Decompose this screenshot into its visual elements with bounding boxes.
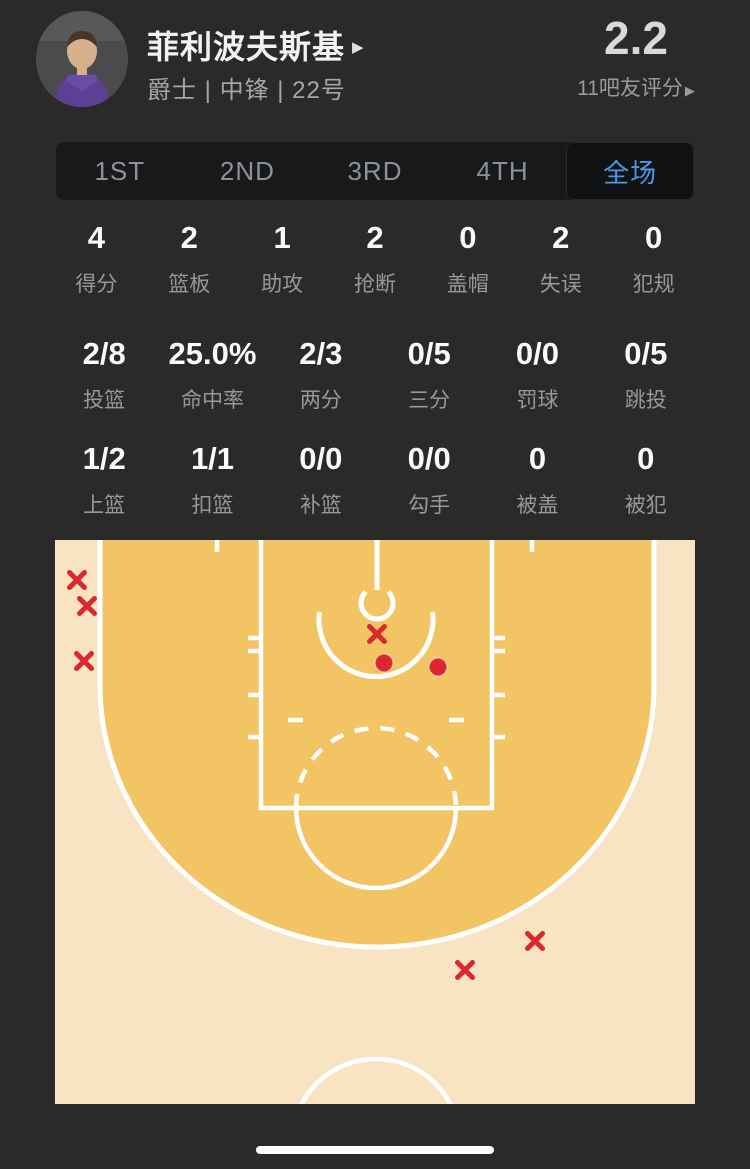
rating-caption-text: 11吧友评分: [577, 77, 683, 100]
stat-label: 篮板: [168, 273, 211, 296]
stat-label: 投篮: [83, 389, 126, 412]
rating-caret-icon: ▶: [684, 83, 695, 98]
shot-miss-mark: [74, 651, 94, 671]
stat-label: 上篮: [83, 494, 126, 517]
stat-free-throws: 0/0 罚球: [483, 336, 591, 414]
stat-value: 1/1: [190, 441, 235, 476]
stat-blocks: 0 盖帽: [421, 220, 514, 298]
stat-label: 抢断: [354, 273, 396, 296]
stat-hook-shots: 0/0 勾手: [375, 441, 483, 519]
stat-label: 补篮: [299, 494, 342, 517]
shot-make-mark: [428, 657, 448, 677]
stat-value: 0/5: [407, 336, 451, 371]
player-avatar[interactable]: [36, 11, 128, 107]
stat-two-pt: 2/3 两分: [267, 336, 375, 414]
stat-fg-pct: 25.0% 命中率: [158, 336, 266, 414]
tab-3rd[interactable]: 3RD: [311, 142, 439, 200]
stat-label: 得分: [75, 273, 118, 296]
quarter-tabbar: 1ST 2ND 3RD 4TH 全场: [56, 142, 694, 200]
stat-steals: 2 抢断: [329, 220, 422, 298]
player-name: 菲利波夫斯基: [147, 29, 346, 65]
stat-value: 1: [273, 220, 291, 255]
stats-row-shot-types: 1/2 上篮 1/1 扣篮 0/0 补篮 0/0 勾手 0 被盖 0 被犯: [50, 441, 700, 519]
stat-fg: 2/8 投篮: [50, 336, 158, 414]
stat-fouls: 0 犯规: [607, 220, 700, 298]
shot-miss-mark: [367, 624, 387, 644]
name-caret-icon: ▶: [352, 39, 364, 56]
stat-points: 4 得分: [50, 220, 143, 298]
stat-value: 2/3: [299, 336, 343, 371]
stat-label: 三分: [408, 389, 451, 412]
stat-value: 1/2: [82, 441, 126, 476]
stat-value: 0/5: [624, 336, 668, 371]
tab-2nd[interactable]: 2ND: [184, 142, 312, 200]
stat-label: 助攻: [261, 273, 304, 296]
stat-value: 2/8: [82, 336, 126, 371]
shot-chart: [55, 540, 695, 1169]
stat-blocked-against: 0 被盖: [483, 441, 591, 519]
home-indicator[interactable]: [256, 1146, 494, 1154]
stat-value: 0: [637, 441, 655, 476]
stat-label: 被盖: [516, 494, 559, 517]
stat-tip-ins: 0/0 补篮: [267, 441, 375, 519]
shot-miss-mark: [525, 931, 545, 951]
stat-value: 0: [459, 220, 477, 255]
stat-label: 两分: [299, 389, 342, 412]
shot-miss-mark: [77, 596, 97, 616]
shot-miss-mark: [455, 960, 475, 980]
stat-value: 2: [180, 220, 198, 255]
shot-miss-mark: [67, 570, 87, 590]
stat-layups: 1/2 上篮: [50, 441, 158, 519]
player-photo-icon: [36, 11, 128, 107]
stat-three-pt: 0/5 三分: [375, 336, 483, 414]
stat-label: 被犯: [624, 494, 667, 517]
stat-assists: 1 助攻: [236, 220, 329, 298]
stat-rebounds: 2 篮板: [143, 220, 236, 298]
stat-label: 命中率: [180, 389, 244, 412]
stats-row-shooting: 2/8 投篮 25.0% 命中率 2/3 两分 0/5 三分 0/0 罚球 0/…: [50, 336, 700, 414]
stat-value: 0/0: [515, 336, 560, 371]
tab-4th[interactable]: 4TH: [439, 142, 567, 200]
stat-label: 失误: [539, 273, 582, 296]
stat-value: 2: [366, 220, 384, 255]
rating-block[interactable]: 2.2 11吧友评分 ▶: [556, 10, 716, 102]
stat-label: 犯规: [632, 273, 675, 296]
stat-value: 0/0: [299, 441, 343, 476]
stat-dunks: 1/1 扣篮: [158, 441, 266, 519]
stat-label: 勾手: [408, 494, 451, 517]
stat-fouled-against: 0 被犯: [592, 441, 700, 519]
stats-row-basic: 4 得分 2 篮板 1 助攻 2 抢断 0 盖帽 2 失误 0 犯规: [50, 220, 700, 298]
stat-value: 0/0: [407, 441, 451, 476]
stat-value: 0: [528, 441, 547, 476]
stat-value: 2: [552, 220, 570, 255]
player-name-row[interactable]: 菲利波夫斯基 ▶: [147, 22, 364, 68]
stat-value: 0: [644, 220, 663, 255]
stat-turnovers: 2 失误: [514, 220, 607, 298]
rating-caption: 11吧友评分 ▶: [556, 72, 716, 102]
stat-value: 25.0%: [168, 336, 257, 371]
tab-1st[interactable]: 1ST: [56, 142, 184, 200]
stat-label: 跳投: [624, 389, 667, 412]
stat-jump-shots: 0/5 跳投: [592, 336, 700, 414]
stat-label: 罚球: [516, 389, 559, 412]
player-header: 菲利波夫斯基 ▶ 爵士 | 中锋 | 22号 2.2 11吧友评分 ▶: [0, 0, 750, 122]
stat-value: 4: [87, 220, 106, 255]
stat-label: 扣篮: [191, 494, 234, 517]
player-team-position: 爵士 | 中锋 | 22号: [147, 77, 346, 104]
tab-full-game[interactable]: 全场: [566, 142, 694, 200]
court-icon: [55, 540, 695, 1169]
shot-make-mark: [374, 653, 394, 673]
stat-label: 盖帽: [446, 273, 489, 296]
rating-value: 2.2: [604, 12, 668, 64]
shot-marks-layer: [67, 570, 545, 980]
